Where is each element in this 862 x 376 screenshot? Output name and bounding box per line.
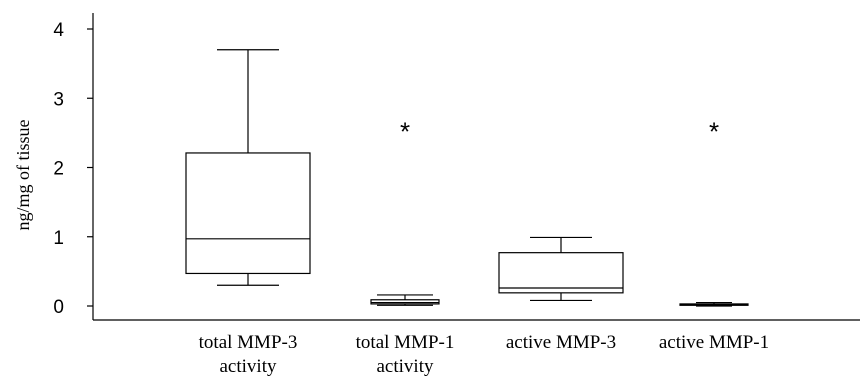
y-tick-label: 4 <box>53 20 64 41</box>
box-group: * <box>679 116 749 307</box>
significance-marker: * <box>400 116 410 146</box>
box-iqr <box>498 252 624 294</box>
box-marks: * * <box>185 49 749 307</box>
box-iqr <box>185 152 311 275</box>
x-tick-label-line2: activity <box>377 356 434 376</box>
x-tick-label-line2: activity <box>220 356 277 376</box>
y-axis-label: ng/mg of tissue <box>13 119 33 230</box>
box-iqr <box>370 299 440 305</box>
x-tick-label: total MMP-1 <box>356 332 455 353</box>
x-tick-label: active MMP-3 <box>506 332 616 353</box>
box-group: * <box>370 116 440 306</box>
x-tick-label: total MMP-3 <box>199 332 298 353</box>
significance-marker: * <box>709 116 719 146</box>
x-tick-label: active MMP-1 <box>659 332 769 353</box>
tick-labels: 0 1 2 3 4 total MMP-3 activity total MMP-1 activ… <box>53 20 769 376</box>
y-tick-label: 1 <box>53 228 64 249</box>
box-group <box>498 236 624 302</box>
y-tick-label: 3 <box>53 89 64 110</box>
box-group <box>185 49 311 286</box>
axes <box>87 13 860 321</box>
y-tick-label: 0 <box>53 297 64 318</box>
y-tick-label: 2 <box>53 159 64 180</box>
